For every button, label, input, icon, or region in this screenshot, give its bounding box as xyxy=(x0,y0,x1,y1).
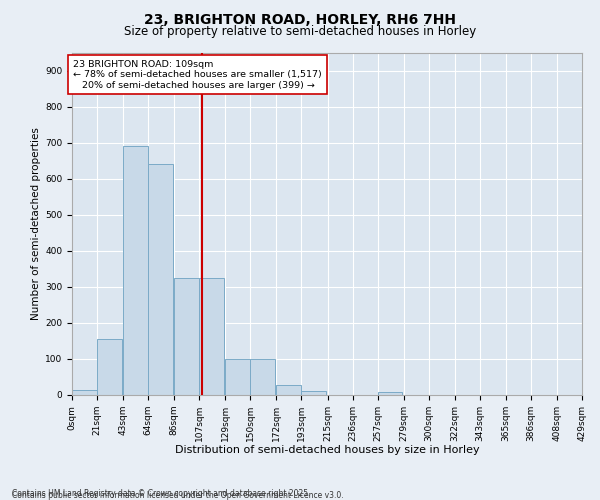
Bar xyxy=(277,386,301,395)
Text: Size of property relative to semi-detached houses in Horley: Size of property relative to semi-detach… xyxy=(124,25,476,38)
X-axis label: Distribution of semi-detached houses by size in Horley: Distribution of semi-detached houses by … xyxy=(175,446,479,456)
Text: Contains HM Land Registry data © Crown copyright and database right 2025.: Contains HM Land Registry data © Crown c… xyxy=(12,488,311,498)
Text: 23 BRIGHTON ROAD: 109sqm
← 78% of semi-detached houses are smaller (1,517)
   20: 23 BRIGHTON ROAD: 109sqm ← 78% of semi-d… xyxy=(73,60,322,90)
Text: Contains public sector information licensed under the Open Government Licence v3: Contains public sector information licen… xyxy=(12,491,344,500)
Bar xyxy=(148,164,173,395)
Bar xyxy=(97,339,122,395)
Bar xyxy=(301,390,326,395)
Bar xyxy=(123,146,148,395)
Bar xyxy=(174,278,199,395)
Bar xyxy=(377,392,403,395)
Bar xyxy=(199,278,224,395)
Text: 23, BRIGHTON ROAD, HORLEY, RH6 7HH: 23, BRIGHTON ROAD, HORLEY, RH6 7HH xyxy=(144,12,456,26)
Bar xyxy=(226,359,250,395)
Y-axis label: Number of semi-detached properties: Number of semi-detached properties xyxy=(31,128,41,320)
Bar xyxy=(72,390,97,395)
Bar xyxy=(250,359,275,395)
